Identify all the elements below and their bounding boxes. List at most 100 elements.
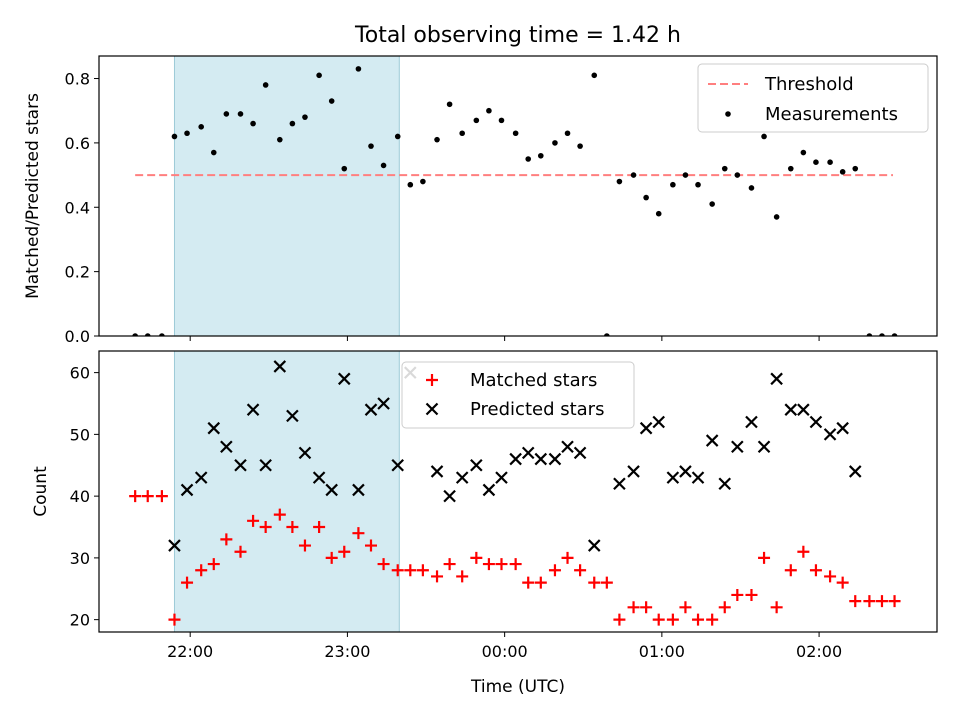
y-tick-label: 50 xyxy=(70,425,90,444)
series-matched-stars xyxy=(129,490,901,626)
data-point xyxy=(692,613,705,626)
data-point xyxy=(718,601,731,614)
data-point xyxy=(325,551,338,564)
data-point xyxy=(364,403,378,416)
observing-window-span xyxy=(174,56,400,336)
data-point xyxy=(443,558,456,571)
plot-area xyxy=(132,66,898,336)
data-point xyxy=(721,165,728,172)
data-point xyxy=(577,143,583,149)
y-tick-label: 40 xyxy=(70,487,90,506)
data-point xyxy=(277,136,283,143)
data-point xyxy=(666,613,679,626)
data-point xyxy=(827,159,833,166)
data-point xyxy=(613,613,626,626)
data-point xyxy=(328,98,335,104)
series-measurements xyxy=(132,66,898,336)
ratio-panel: 0.0 0.2 0.4 0.6 0.8 Matched/Predicted stars Th… xyxy=(23,55,938,346)
data-point xyxy=(486,107,492,114)
data-point xyxy=(800,149,807,156)
data-point xyxy=(298,446,312,460)
data-point xyxy=(155,490,168,503)
data-point xyxy=(416,564,429,577)
y-tick-label: 0.4 xyxy=(65,198,90,217)
data-point xyxy=(198,124,204,130)
y-tick-label: 30 xyxy=(70,549,90,568)
data-point xyxy=(718,477,732,491)
data-point xyxy=(652,613,665,626)
axes-frame xyxy=(98,55,938,337)
data-point xyxy=(207,558,220,571)
data-point xyxy=(640,601,653,614)
data-point xyxy=(325,483,338,497)
data-point xyxy=(377,397,390,410)
data-point xyxy=(181,576,194,589)
data-point xyxy=(180,483,194,497)
data-point xyxy=(316,72,322,79)
data-point xyxy=(234,458,247,472)
data-point xyxy=(824,570,837,583)
data-point xyxy=(455,471,469,484)
data-point xyxy=(459,130,465,137)
data-point xyxy=(194,471,208,484)
legend: Threshold Measurements xyxy=(697,63,929,133)
data-point xyxy=(237,111,244,117)
data-point xyxy=(207,421,221,435)
data-point xyxy=(495,558,508,571)
data-point xyxy=(879,333,885,336)
data-point xyxy=(352,527,365,540)
data-point xyxy=(770,601,783,614)
data-point xyxy=(758,551,771,564)
data-point xyxy=(509,452,522,466)
y-axis-label: Count xyxy=(31,466,51,517)
data-point xyxy=(250,120,256,127)
data-point xyxy=(561,551,574,564)
data-point xyxy=(588,576,601,589)
data-point xyxy=(262,82,269,88)
data-point xyxy=(875,595,888,608)
data-point xyxy=(639,421,653,435)
data-point xyxy=(866,333,873,336)
data-point xyxy=(456,570,469,583)
data-point xyxy=(666,471,680,484)
data-point xyxy=(364,539,377,552)
legend-label: Measurements xyxy=(765,104,898,125)
y-tick-label: 20 xyxy=(70,611,90,630)
data-point xyxy=(482,558,495,571)
data-point xyxy=(797,545,810,558)
data-point xyxy=(813,159,819,166)
data-point xyxy=(302,114,308,120)
data-point xyxy=(312,471,326,484)
x-tick-label: 00:00 xyxy=(482,642,528,661)
data-point xyxy=(223,111,230,117)
data-point xyxy=(670,181,676,188)
data-point xyxy=(168,613,181,626)
data-point xyxy=(627,601,640,614)
data-point xyxy=(509,558,522,571)
count-panel: 20 30 40 50 60 22:00 23:00 00:00 01:00 02:00 Count… xyxy=(31,350,938,661)
data-point xyxy=(171,133,178,140)
data-point xyxy=(470,551,483,564)
x-tick-label: 23:00 xyxy=(324,642,370,661)
data-point xyxy=(407,181,414,188)
data-point xyxy=(391,458,405,472)
legend-label: Matched stars xyxy=(470,370,597,391)
data-point xyxy=(731,588,744,601)
data-point xyxy=(745,415,758,429)
data-point xyxy=(132,333,138,336)
data-point xyxy=(616,178,623,185)
y-tick-label: 0.0 xyxy=(65,327,90,346)
data-point xyxy=(784,564,797,577)
data-point xyxy=(159,333,165,336)
data-point xyxy=(839,169,846,175)
data-point xyxy=(705,434,719,447)
plot-area xyxy=(129,360,901,626)
data-point xyxy=(773,214,780,220)
chart-title: Total observing time = 1.42 h xyxy=(354,23,681,48)
data-point xyxy=(286,409,299,423)
data-point xyxy=(761,133,767,140)
data-point xyxy=(259,521,272,534)
data-point xyxy=(286,521,299,534)
x-tick-label: 22:00 xyxy=(167,642,213,661)
data-point xyxy=(836,421,849,435)
